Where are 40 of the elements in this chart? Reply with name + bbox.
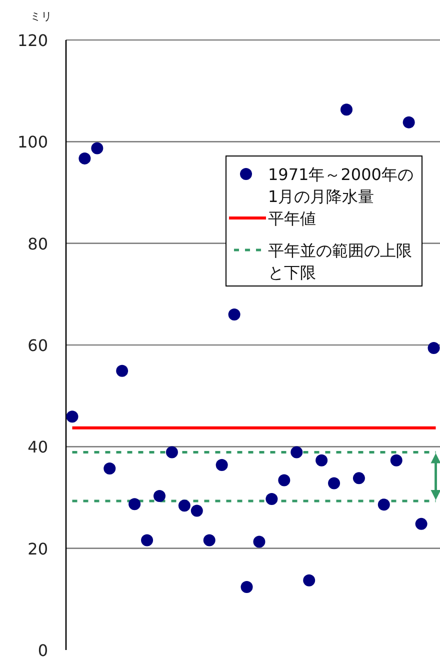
y-tick-label: 120 xyxy=(17,31,48,50)
point xyxy=(390,454,402,466)
point xyxy=(91,142,104,154)
point xyxy=(316,454,328,466)
legend-label: 1971年～2000年の1月の月降水量 xyxy=(268,165,414,206)
point xyxy=(266,493,278,506)
y-tick-label: 60 xyxy=(28,336,48,355)
point xyxy=(128,498,141,510)
point xyxy=(328,477,340,490)
point xyxy=(290,446,303,458)
point xyxy=(166,446,178,458)
y-tick-label: 80 xyxy=(28,234,48,254)
y-tick-label: 100 xyxy=(17,132,48,152)
point xyxy=(340,104,352,116)
point xyxy=(278,474,290,486)
point xyxy=(402,116,415,128)
point xyxy=(428,342,440,354)
point xyxy=(253,536,266,548)
y-tick-label: 20 xyxy=(28,539,48,558)
legend-label: 平年並の範囲の上限と下限 xyxy=(268,241,412,282)
point xyxy=(216,458,228,471)
point xyxy=(378,498,390,511)
point xyxy=(116,364,128,377)
y-axis-title: ミリ xyxy=(30,10,52,23)
point xyxy=(141,534,154,546)
point xyxy=(352,472,365,484)
point xyxy=(78,152,91,164)
point xyxy=(104,462,116,475)
point xyxy=(415,518,428,530)
point xyxy=(203,534,216,546)
point xyxy=(240,580,253,593)
point xyxy=(178,500,190,512)
point xyxy=(190,504,203,517)
y-tick-label: 40 xyxy=(28,438,48,457)
point xyxy=(66,410,78,423)
point xyxy=(228,308,240,320)
y-tick-label: 0 xyxy=(38,641,48,660)
point xyxy=(154,490,166,502)
point xyxy=(303,574,316,586)
legend-label: 平年値 xyxy=(268,209,316,228)
